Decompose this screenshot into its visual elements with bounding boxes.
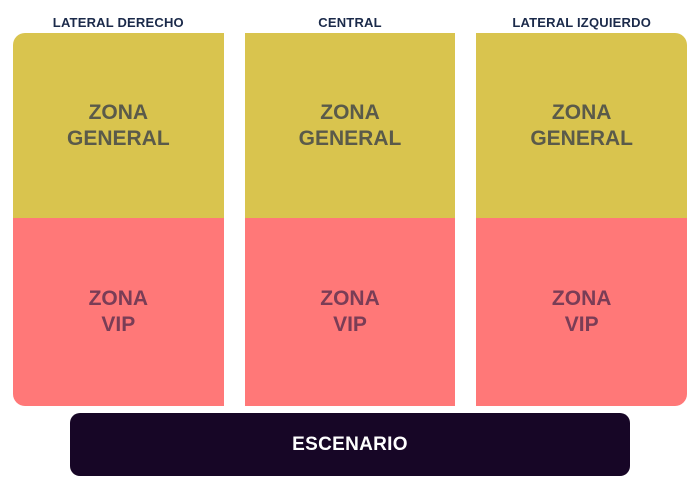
zone-general-lateral-izquierdo[interactable]: ZONA GENERAL (476, 33, 688, 218)
stage: ESCENARIO (70, 413, 630, 476)
section-lateral-izquierdo: LATERAL IZQUIERDO ZONA GENERAL ZONA VIP (476, 13, 688, 406)
section-title: CENTRAL (318, 15, 382, 30)
section-title: LATERAL IZQUIERDO (512, 15, 652, 30)
zone-vip-lateral-izquierdo[interactable]: ZONA VIP (476, 218, 688, 406)
seating-map: LATERAL DERECHO ZONA GENERAL ZONA VIP CE… (13, 13, 688, 406)
section-central: CENTRAL ZONA GENERAL ZONA VIP (244, 13, 456, 406)
zone-general-central[interactable]: ZONA GENERAL (244, 33, 456, 218)
zone-vip-central[interactable]: ZONA VIP (244, 218, 456, 406)
zone-general-lateral-derecho[interactable]: ZONA GENERAL (13, 33, 224, 218)
zone-vip-lateral-derecho[interactable]: ZONA VIP (13, 218, 224, 406)
section-lateral-derecho: LATERAL DERECHO ZONA GENERAL ZONA VIP (13, 13, 224, 406)
section-title: LATERAL DERECHO (52, 15, 184, 30)
